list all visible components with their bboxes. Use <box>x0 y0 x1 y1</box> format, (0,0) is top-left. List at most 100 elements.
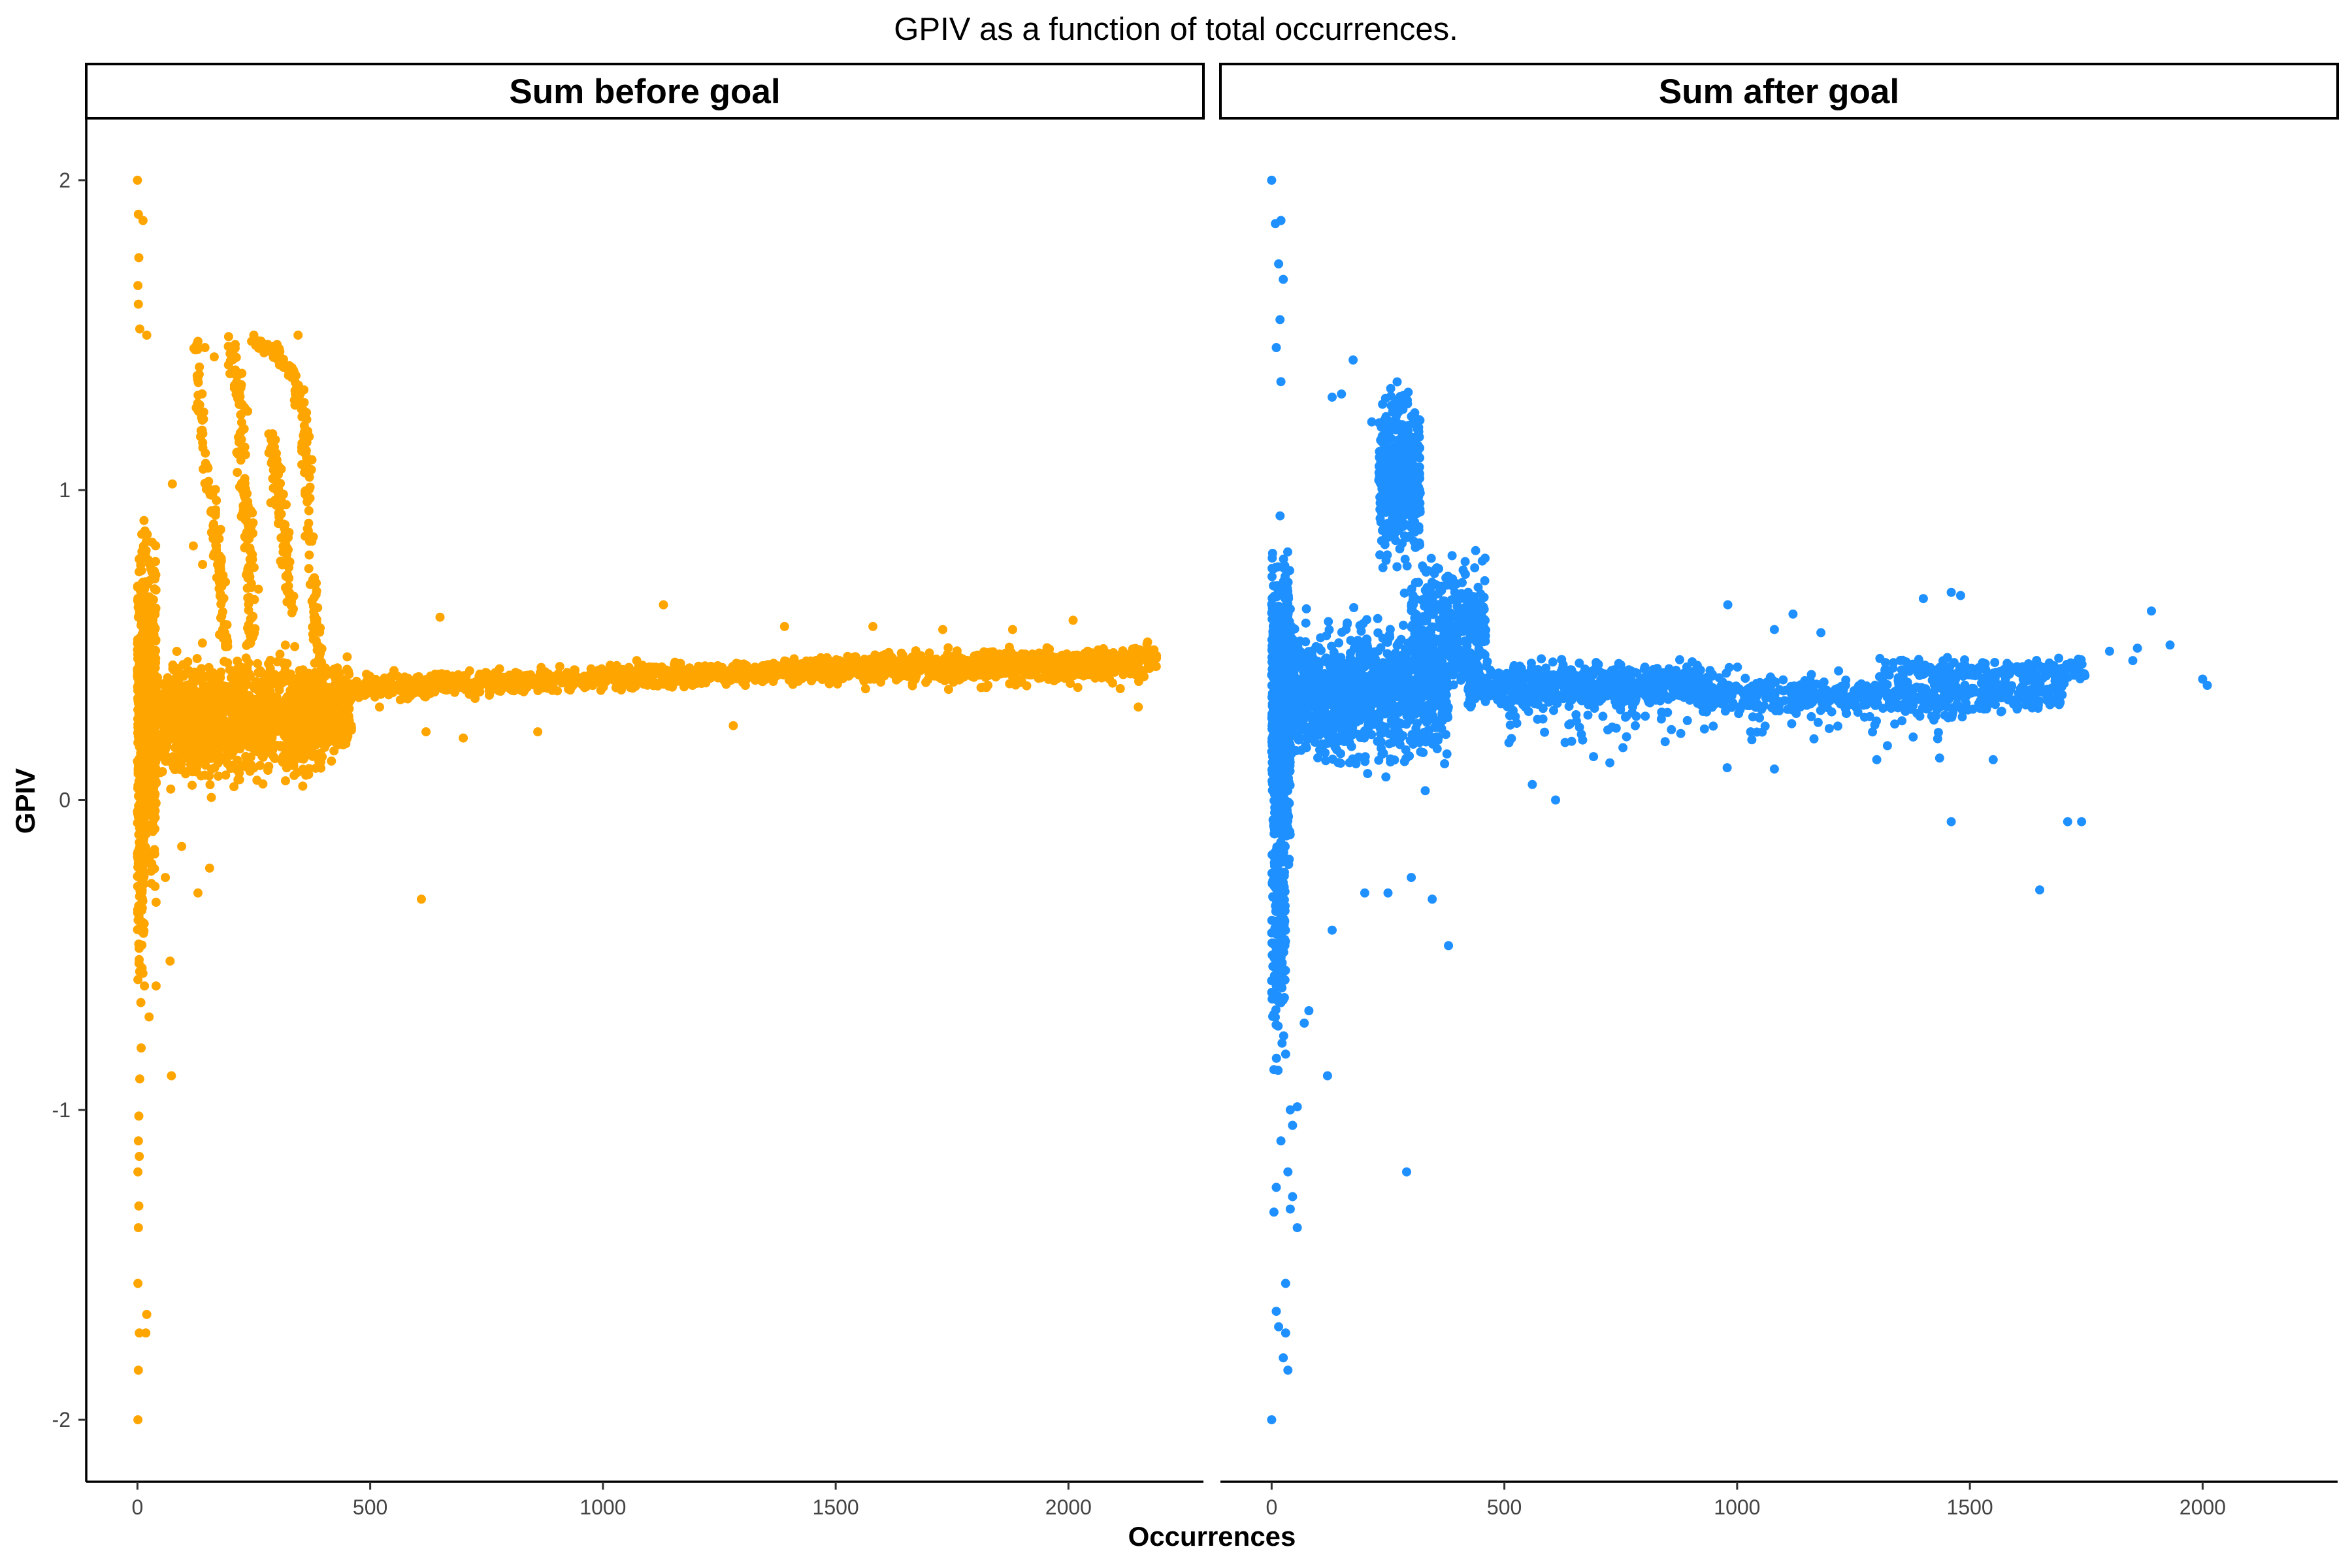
data-point <box>225 700 235 710</box>
data-point <box>698 668 708 678</box>
data-point <box>333 708 342 718</box>
data-point <box>204 662 214 672</box>
data-point <box>234 433 243 442</box>
data-point <box>1066 666 1076 676</box>
data-point <box>307 455 317 465</box>
data-point <box>831 657 841 667</box>
data-point <box>230 369 240 379</box>
data-point <box>167 685 177 694</box>
data-point <box>150 845 159 855</box>
data-point <box>159 715 169 725</box>
data-point <box>138 796 148 806</box>
data-point <box>342 652 352 662</box>
data-point <box>921 678 931 687</box>
data-point <box>414 672 423 681</box>
data-point <box>179 671 189 681</box>
data-point <box>861 674 871 684</box>
x-tick-label: 1000 <box>580 1495 626 1519</box>
data-point <box>298 781 308 791</box>
data-point <box>455 681 464 691</box>
data-point <box>417 894 426 904</box>
data-point <box>662 679 672 689</box>
data-point <box>616 685 626 695</box>
data-point <box>1008 678 1018 687</box>
data-point <box>150 881 160 891</box>
data-point <box>223 637 233 647</box>
data-point <box>249 331 259 340</box>
data-point <box>144 559 154 568</box>
data-point <box>139 744 148 754</box>
data-point <box>1013 658 1022 668</box>
data-point <box>199 691 208 700</box>
data-point <box>144 592 154 602</box>
data-point <box>235 400 244 410</box>
data-point <box>184 735 193 745</box>
data-point <box>149 661 159 670</box>
x-tick-label: 0 <box>131 1495 143 1519</box>
data-point <box>140 981 150 991</box>
data-point <box>336 718 346 728</box>
data-point <box>1049 676 1059 685</box>
data-point <box>282 500 291 510</box>
data-point <box>1034 674 1043 683</box>
data-point <box>152 729 162 739</box>
data-point <box>265 664 275 674</box>
data-point <box>148 799 158 809</box>
data-point <box>1044 662 1054 672</box>
data-point <box>133 881 142 891</box>
data-point <box>231 340 240 350</box>
data-point <box>1115 684 1125 693</box>
data-point <box>329 664 339 674</box>
data-point <box>228 733 238 743</box>
data-point <box>344 682 354 692</box>
data-point <box>205 780 215 790</box>
data-point <box>953 664 963 674</box>
x-tick-label: 2000 <box>1045 1495 1092 1519</box>
data-point <box>231 381 241 391</box>
data-point <box>264 708 274 717</box>
data-point <box>293 331 303 340</box>
data-point <box>898 661 908 670</box>
data-point <box>135 600 145 610</box>
data-point <box>860 684 870 694</box>
data-point <box>596 665 606 675</box>
data-point <box>943 649 953 659</box>
data-point <box>181 706 190 715</box>
data-point <box>651 680 661 690</box>
data-point <box>221 756 231 766</box>
data-point <box>133 975 143 985</box>
data-point <box>275 649 285 659</box>
data-point <box>1068 615 1078 625</box>
data-point <box>331 737 340 747</box>
data-point <box>167 1071 176 1081</box>
data-point <box>213 713 223 723</box>
data-point <box>1086 656 1096 666</box>
data-point <box>311 636 321 645</box>
data-point <box>249 629 259 639</box>
data-point <box>273 495 283 504</box>
data-point <box>151 585 161 595</box>
data-point <box>304 564 314 574</box>
data-point <box>152 704 162 713</box>
data-point <box>136 561 146 570</box>
data-point <box>188 780 197 790</box>
data-point <box>676 659 685 668</box>
data-point <box>135 1152 144 1161</box>
data-point <box>133 1167 143 1177</box>
data-point <box>200 343 210 352</box>
data-point <box>938 625 947 634</box>
data-point <box>146 681 156 691</box>
data-point <box>521 671 531 681</box>
data-point <box>197 638 207 648</box>
data-point <box>303 765 313 774</box>
data-point <box>133 1136 143 1146</box>
data-point <box>907 660 917 669</box>
data-point <box>133 175 142 185</box>
data-point <box>459 733 468 743</box>
data-point <box>165 956 175 966</box>
data-point <box>402 679 412 689</box>
data-point <box>152 778 161 788</box>
